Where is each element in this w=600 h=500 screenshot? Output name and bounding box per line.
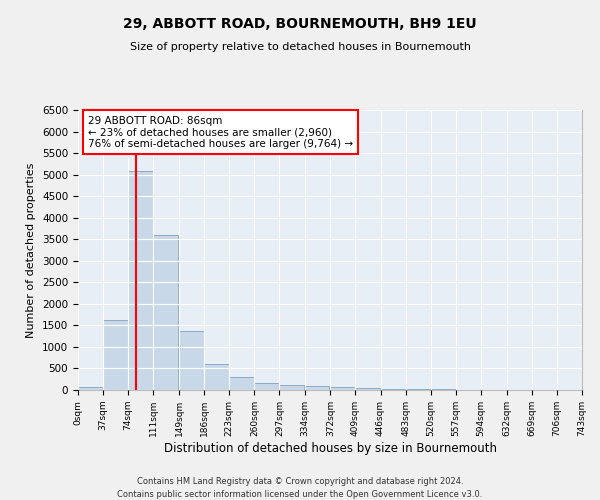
X-axis label: Distribution of detached houses by size in Bournemouth: Distribution of detached houses by size … xyxy=(163,442,497,454)
Bar xyxy=(331,386,355,390)
Bar xyxy=(128,171,153,390)
Text: 29, ABBOTT ROAD, BOURNEMOUTH, BH9 1EU: 29, ABBOTT ROAD, BOURNEMOUTH, BH9 1EU xyxy=(123,18,477,32)
Y-axis label: Number of detached properties: Number of detached properties xyxy=(26,162,37,338)
Bar xyxy=(380,388,406,390)
Text: Size of property relative to detached houses in Bournemouth: Size of property relative to detached ho… xyxy=(130,42,470,52)
Bar xyxy=(254,384,279,390)
Text: Contains public sector information licensed under the Open Government Licence v3: Contains public sector information licen… xyxy=(118,490,482,499)
Bar xyxy=(280,385,304,390)
Bar xyxy=(103,320,128,390)
Bar xyxy=(229,378,254,390)
Bar xyxy=(406,389,431,390)
Bar xyxy=(204,364,229,390)
Bar xyxy=(153,235,178,390)
Bar xyxy=(355,388,380,390)
Bar xyxy=(305,386,329,390)
Bar xyxy=(179,330,204,390)
Text: Contains HM Land Registry data © Crown copyright and database right 2024.: Contains HM Land Registry data © Crown c… xyxy=(137,478,463,486)
Bar xyxy=(78,387,103,390)
Text: 29 ABBOTT ROAD: 86sqm
← 23% of detached houses are smaller (2,960)
76% of semi-d: 29 ABBOTT ROAD: 86sqm ← 23% of detached … xyxy=(88,116,353,149)
